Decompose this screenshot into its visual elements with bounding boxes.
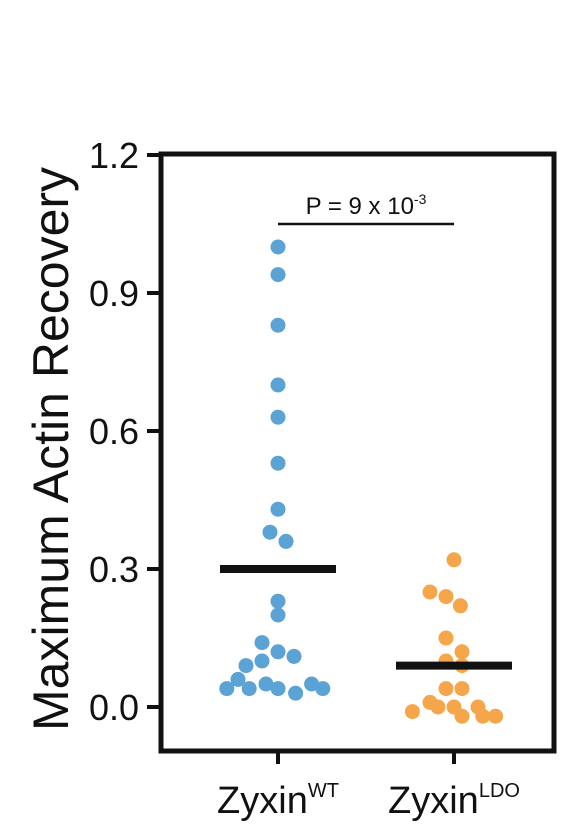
p-value-label: P = 9 x 10-3 [306, 191, 427, 220]
y-axis-label: Maximum Actin Recovery [23, 167, 79, 731]
x-category-label: ZyxinWT [217, 780, 339, 822]
data-point [270, 607, 286, 623]
data-point [286, 648, 302, 664]
data-point [446, 552, 462, 568]
data-point [278, 533, 294, 549]
y-tick-label: 0.0 [89, 687, 139, 728]
data-point [475, 708, 491, 724]
data-point [404, 704, 420, 720]
data-point [270, 409, 286, 425]
data-point [454, 681, 470, 697]
plot-frame [158, 151, 557, 754]
data-point [438, 589, 454, 605]
data-point [270, 501, 286, 517]
y-tick-label: 0.9 [89, 273, 139, 314]
data-point [270, 267, 286, 283]
data-point [262, 524, 278, 540]
y-axis: 1.2 0.9 0.6 0.3 0.0 [89, 135, 161, 728]
data-point [438, 681, 454, 697]
data-point [270, 239, 286, 255]
data-point [270, 681, 286, 697]
data-point [254, 653, 270, 669]
data-point [219, 681, 235, 697]
data-point [270, 377, 286, 393]
data-point [270, 317, 286, 333]
significance-annotation: P = 9 x 10-3 [278, 191, 454, 226]
data-point [452, 598, 468, 614]
data-point [230, 671, 246, 687]
data-point [488, 708, 504, 724]
data-point [430, 699, 446, 715]
data-point [241, 681, 257, 697]
mean-lines [220, 565, 512, 670]
y-tick-label: 0.3 [89, 549, 139, 590]
data-point [258, 676, 274, 692]
data-point [315, 681, 331, 697]
y-tick-label: 0.6 [89, 411, 139, 452]
data-point [438, 630, 454, 646]
x-category-label: ZyxinLDO [388, 780, 520, 822]
data-point [270, 644, 286, 660]
y-tick-label: 1.2 [89, 135, 139, 176]
data-point [454, 708, 470, 724]
data-point [254, 635, 270, 651]
data-point [454, 644, 470, 660]
data-point [288, 685, 304, 701]
data-point [238, 658, 254, 674]
data-point [270, 455, 286, 471]
data-point [270, 593, 286, 609]
data-point [422, 584, 438, 600]
data-points [219, 239, 504, 724]
x-axis: ZyxinWT ZyxinLDO [217, 751, 520, 822]
